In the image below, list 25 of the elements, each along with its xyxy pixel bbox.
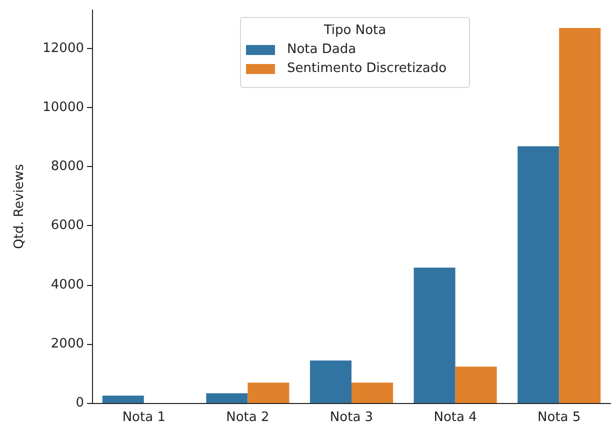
y-tick-label: 4000 [50, 277, 84, 292]
legend-label: Sentimento Discretizado [287, 61, 447, 76]
y-tick-label: 0 [76, 396, 84, 410]
bar [102, 396, 144, 403]
y-tick-label: 8000 [50, 159, 84, 174]
x-tick-label: Nota 2 [226, 410, 270, 425]
bar [559, 28, 601, 403]
y-axis-title: Qtd. Reviews [12, 164, 27, 250]
bar [414, 268, 456, 403]
y-tick-label: 12000 [42, 40, 84, 56]
y-tick-label: 6000 [50, 218, 84, 234]
legend-title: Tipo Nota [322, 23, 388, 38]
bar [455, 366, 497, 403]
bar [352, 382, 394, 403]
x-tick-label: Nota 4 [434, 410, 477, 425]
bar [518, 146, 560, 403]
x-tick-label: Nota 1 [122, 410, 166, 425]
x-tick-label: Nota 3 [330, 410, 374, 425]
bar [248, 382, 290, 403]
y-tick-label: 10000 [42, 100, 84, 116]
y-tick-label: 2000 [50, 336, 84, 352]
x-tick-label: Nota 5 [538, 410, 581, 425]
bar [206, 393, 248, 403]
bar [310, 360, 352, 403]
legend-label: Nota Dada [287, 42, 356, 57]
